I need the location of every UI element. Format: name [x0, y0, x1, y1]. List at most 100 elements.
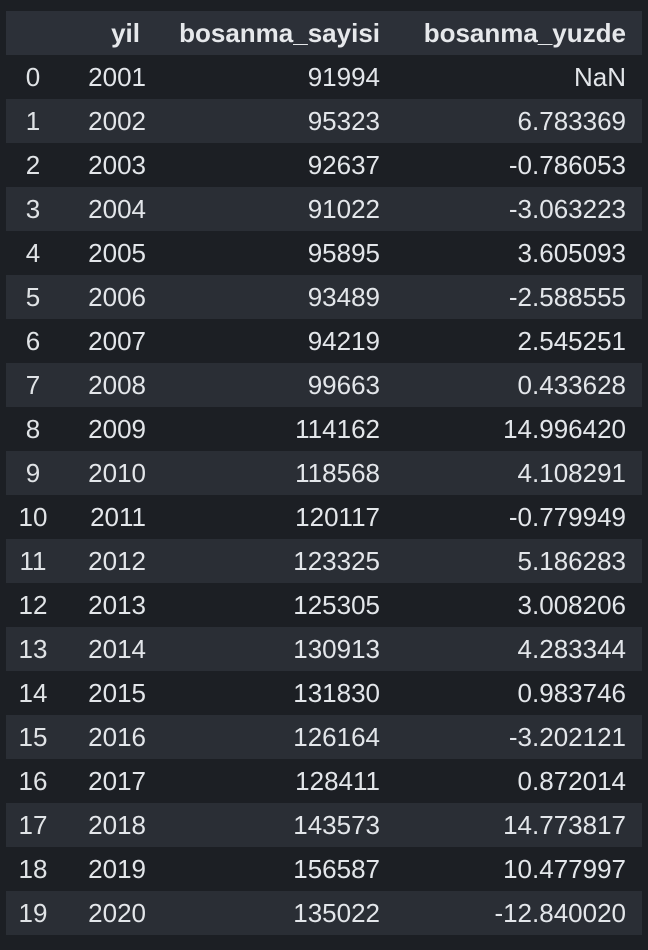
table-row: 18 2019 156587 10.477997: [6, 847, 642, 891]
table-row: 9 2010 118568 4.108291: [6, 451, 642, 495]
cell-bosanma-sayisi: 126164: [156, 715, 396, 759]
cell-bosanma-yuzde: 14.996420: [396, 407, 642, 451]
cell-yil: 2001: [60, 55, 156, 99]
cell-yil: 2016: [60, 715, 156, 759]
table-row: 14 2015 131830 0.983746: [6, 671, 642, 715]
table-row: 13 2014 130913 4.283344: [6, 627, 642, 671]
cell-bosanma-yuzde: 0.983746: [396, 671, 642, 715]
cell-yil: 2014: [60, 627, 156, 671]
cell-bosanma-yuzde: 4.108291: [396, 451, 642, 495]
row-index: 16: [6, 759, 60, 803]
cell-bosanma-yuzde: 6.783369: [396, 99, 642, 143]
table-row: 5 2006 93489 -2.588555: [6, 275, 642, 319]
row-index: 11: [6, 539, 60, 583]
cell-bosanma-sayisi: 125305: [156, 583, 396, 627]
table-row: 2 2003 92637 -0.786053: [6, 143, 642, 187]
table-body: 0 2001 91994 NaN 1 2002 95323 6.783369 2 2003 9263…: [6, 55, 642, 935]
cell-bosanma-sayisi: 91994: [156, 55, 396, 99]
table-row: 10 2011 120117 -0.779949: [6, 495, 642, 539]
header-row: yil bosanma_sayisi bosanma_yuzde: [6, 11, 642, 55]
table-header: yil bosanma_sayisi bosanma_yuzde: [6, 11, 642, 55]
cell-bosanma-sayisi: 99663: [156, 363, 396, 407]
table-row: 17 2018 143573 14.773817: [6, 803, 642, 847]
table-row: 4 2005 95895 3.605093: [6, 231, 642, 275]
row-index: 8: [6, 407, 60, 451]
cell-bosanma-sayisi: 93489: [156, 275, 396, 319]
table-row: 6 2007 94219 2.545251: [6, 319, 642, 363]
table-row: 11 2012 123325 5.186283: [6, 539, 642, 583]
cell-yil: 2003: [60, 143, 156, 187]
cell-bosanma-yuzde: 4.283344: [396, 627, 642, 671]
cell-bosanma-yuzde: NaN: [396, 55, 642, 99]
cell-bosanma-sayisi: 92637: [156, 143, 396, 187]
cell-bosanma-sayisi: 114162: [156, 407, 396, 451]
row-index: 7: [6, 363, 60, 407]
cell-bosanma-sayisi: 143573: [156, 803, 396, 847]
table-row: 1 2002 95323 6.783369: [6, 99, 642, 143]
row-index: 19: [6, 891, 60, 935]
cell-yil: 2008: [60, 363, 156, 407]
cell-bosanma-sayisi: 123325: [156, 539, 396, 583]
table-row: 15 2016 126164 -3.202121: [6, 715, 642, 759]
cell-bosanma-sayisi: 91022: [156, 187, 396, 231]
cell-bosanma-sayisi: 128411: [156, 759, 396, 803]
cell-bosanma-yuzde: 3.605093: [396, 231, 642, 275]
cell-yil: 2010: [60, 451, 156, 495]
cell-bosanma-sayisi: 94219: [156, 319, 396, 363]
cell-yil: 2013: [60, 583, 156, 627]
table-row: 0 2001 91994 NaN: [6, 55, 642, 99]
cell-yil: 2002: [60, 99, 156, 143]
cell-bosanma-yuzde: -0.779949: [396, 495, 642, 539]
cell-bosanma-sayisi: 130913: [156, 627, 396, 671]
table-row: 19 2020 135022 -12.840020: [6, 891, 642, 935]
table-row: 8 2009 114162 14.996420: [6, 407, 642, 451]
row-index: 2: [6, 143, 60, 187]
row-index: 6: [6, 319, 60, 363]
row-index: 17: [6, 803, 60, 847]
table-row: 16 2017 128411 0.872014: [6, 759, 642, 803]
row-index: 15: [6, 715, 60, 759]
row-index: 18: [6, 847, 60, 891]
cell-bosanma-yuzde: 10.477997: [396, 847, 642, 891]
cell-yil: 2011: [60, 495, 156, 539]
cell-bosanma-sayisi: 131830: [156, 671, 396, 715]
row-index: 9: [6, 451, 60, 495]
cell-bosanma-yuzde: 0.433628: [396, 363, 642, 407]
row-index: 1: [6, 99, 60, 143]
cell-yil: 2012: [60, 539, 156, 583]
index-header: [6, 11, 60, 55]
cell-bosanma-yuzde: -3.063223: [396, 187, 642, 231]
cell-bosanma-sayisi: 95895: [156, 231, 396, 275]
cell-bosanma-sayisi: 156587: [156, 847, 396, 891]
row-index: 12: [6, 583, 60, 627]
row-index: 3: [6, 187, 60, 231]
cell-bosanma-yuzde: 5.186283: [396, 539, 642, 583]
column-header-bosanma-sayisi: bosanma_sayisi: [156, 11, 396, 55]
cell-yil: 2020: [60, 891, 156, 935]
row-index: 10: [6, 495, 60, 539]
cell-yil: 2017: [60, 759, 156, 803]
cell-yil: 2009: [60, 407, 156, 451]
row-index: 4: [6, 231, 60, 275]
cell-yil: 2004: [60, 187, 156, 231]
cell-bosanma-yuzde: 2.545251: [396, 319, 642, 363]
cell-bosanma-sayisi: 95323: [156, 99, 396, 143]
row-index: 5: [6, 275, 60, 319]
cell-bosanma-sayisi: 118568: [156, 451, 396, 495]
cell-yil: 2018: [60, 803, 156, 847]
table-row: 12 2013 125305 3.008206: [6, 583, 642, 627]
dataframe-table: yil bosanma_sayisi bosanma_yuzde 0 2001 91…: [6, 11, 642, 935]
cell-bosanma-yuzde: 14.773817: [396, 803, 642, 847]
column-header-yil: yil: [60, 11, 156, 55]
table-row: 3 2004 91022 -3.063223: [6, 187, 642, 231]
row-index: 13: [6, 627, 60, 671]
cell-yil: 2019: [60, 847, 156, 891]
cell-bosanma-yuzde: -12.840020: [396, 891, 642, 935]
cell-bosanma-sayisi: 135022: [156, 891, 396, 935]
cell-bosanma-yuzde: -3.202121: [396, 715, 642, 759]
cell-bosanma-sayisi: 120117: [156, 495, 396, 539]
cell-yil: 2015: [60, 671, 156, 715]
cell-bosanma-yuzde: 0.872014: [396, 759, 642, 803]
row-index: 14: [6, 671, 60, 715]
